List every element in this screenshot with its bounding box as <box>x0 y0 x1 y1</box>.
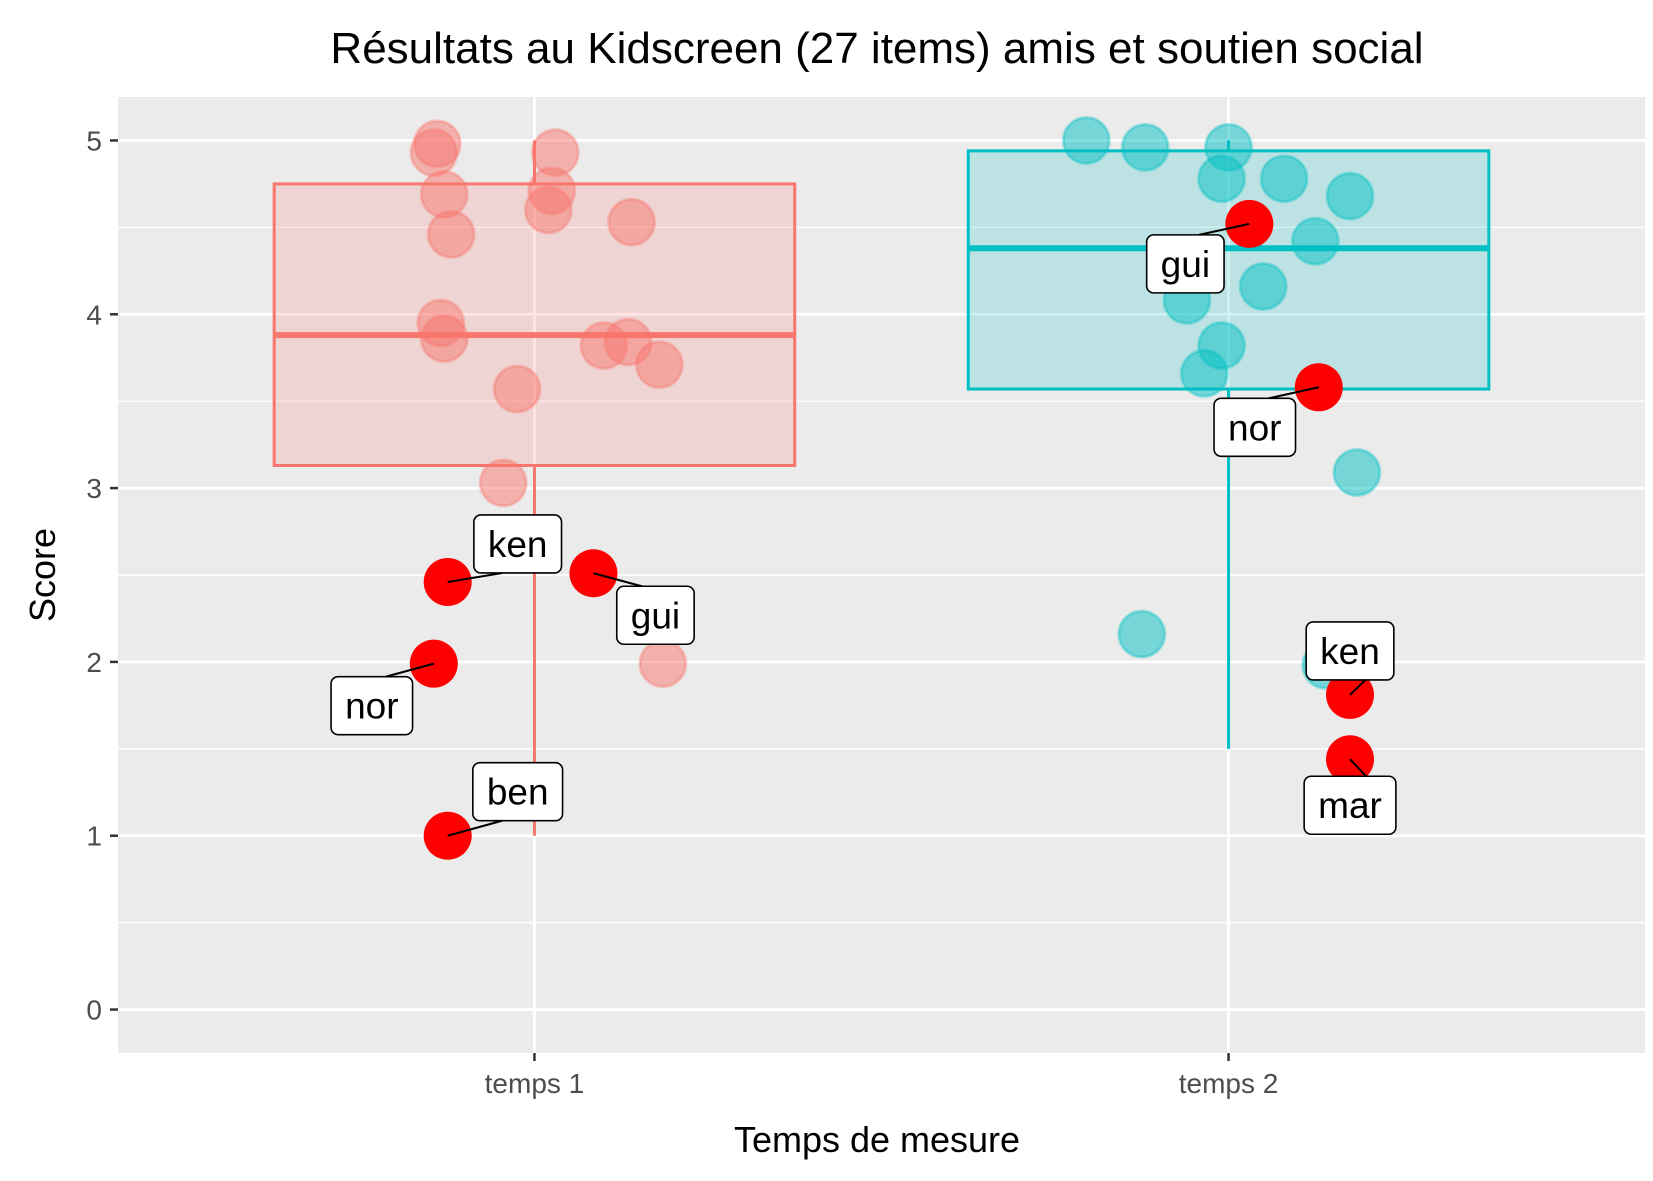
x-tick-label: temps 2 <box>1179 1068 1279 1099</box>
point-label-text: ken <box>1320 631 1380 672</box>
data-point <box>478 458 528 508</box>
x-axis-title: Temps de mesure <box>734 1119 1020 1160</box>
axes: 0 1 2 3 4 5 temps 1 temps 2 <box>86 125 1278 1099</box>
data-point <box>1332 447 1382 497</box>
point-label-segment <box>593 572 643 588</box>
point-label-segment <box>447 819 503 837</box>
y-axis-title: Score <box>22 528 63 622</box>
data-point <box>638 639 688 689</box>
data-point <box>1117 609 1167 659</box>
grid <box>118 97 1645 1053</box>
data-point <box>634 340 684 390</box>
data-point <box>1238 261 1288 311</box>
point-label: gui <box>593 572 695 646</box>
point-label: nor <box>1213 386 1319 458</box>
data-point <box>523 185 573 235</box>
data-point <box>1120 122 1170 172</box>
y-tick-label: 5 <box>86 125 102 156</box>
point-label-text: mar <box>1318 785 1382 826</box>
y-tick-label: 4 <box>86 299 102 330</box>
data-point <box>1290 216 1340 266</box>
point-label-box <box>473 514 563 574</box>
data-point <box>419 169 469 219</box>
point-label-box <box>472 761 564 822</box>
point-label-text: ben <box>487 772 549 813</box>
point-label-segment <box>1198 222 1250 236</box>
data-point <box>1197 154 1247 204</box>
point-label-segment <box>1268 386 1319 400</box>
data-point <box>1179 348 1229 398</box>
point-label: mar <box>1303 758 1397 836</box>
data-point <box>607 197 657 247</box>
data-point <box>426 209 476 259</box>
y-tick-label: 2 <box>86 647 102 678</box>
y-tick-label: 0 <box>86 995 102 1026</box>
point-label-box <box>1213 397 1297 458</box>
point-label-text: nor <box>1228 407 1281 448</box>
point-label-segment <box>447 571 503 583</box>
point-label-text: nor <box>345 686 398 727</box>
data-point <box>419 314 469 364</box>
data-point <box>1259 154 1309 204</box>
chart-title: Résultats au Kidscreen (27 items) amis e… <box>330 24 1423 73</box>
point-label: nor <box>330 662 435 736</box>
point-label: gui <box>1145 222 1250 294</box>
y-tick-label: 1 <box>86 821 102 852</box>
point-label-box <box>330 675 414 736</box>
y-tick-label: 3 <box>86 473 102 504</box>
point-label: ken <box>447 514 563 583</box>
point-label-segment <box>1349 679 1367 696</box>
point-label-segment <box>1349 758 1367 777</box>
data-point <box>1061 115 1111 165</box>
x-tick-label: temps 1 <box>485 1068 585 1099</box>
point-label-text: ken <box>488 524 548 565</box>
data-point <box>1325 171 1375 221</box>
point-label-box <box>1145 234 1225 294</box>
data-point <box>492 364 542 414</box>
point-label-box <box>615 585 695 646</box>
data-point <box>409 128 459 178</box>
highlighted-labels: ken gui nor ben gui nor ken mar <box>330 222 1397 837</box>
point-label-box <box>1305 621 1395 681</box>
point-label-segment <box>385 662 435 678</box>
point-label-text: gui <box>1161 244 1210 285</box>
point-label-box <box>1303 775 1397 836</box>
point-label-text: gui <box>631 595 680 636</box>
point-label: ken <box>1305 621 1395 696</box>
point-label: ben <box>447 761 564 837</box>
